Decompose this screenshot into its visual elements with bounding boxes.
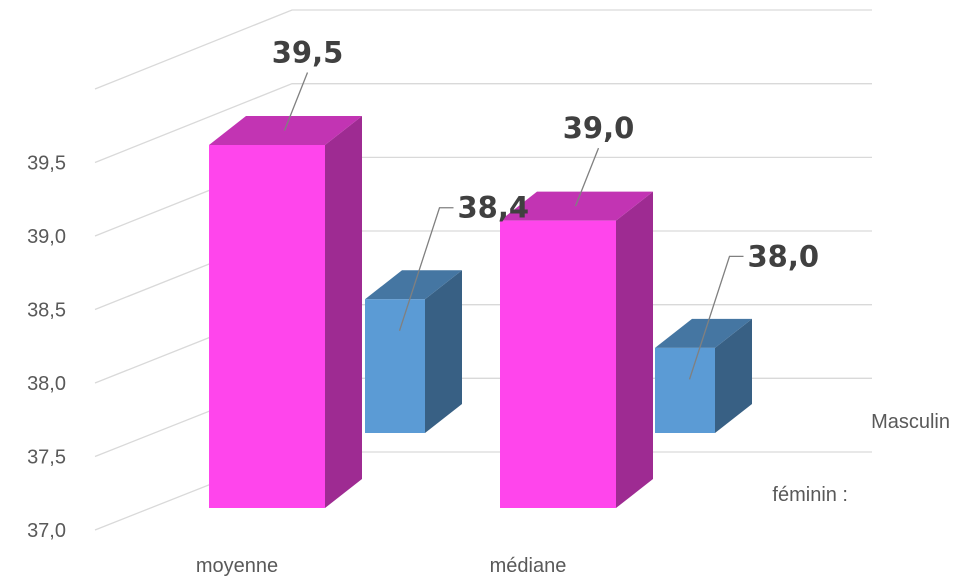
data-label-leader: [398, 207, 454, 331]
data-label-leader: [688, 255, 744, 380]
gridline: [94, 9, 872, 90]
data-label: 38,4: [458, 191, 530, 225]
bars: [209, 116, 752, 508]
y-tick-label: 39,0: [27, 226, 66, 248]
gridline: [94, 83, 872, 164]
bar-masculin: [365, 299, 425, 433]
data-label: 39,0: [563, 111, 635, 145]
category-labels: moyenne médiane: [196, 555, 567, 577]
data-label: 38,0: [748, 239, 820, 273]
y-tick-label: 37,5: [27, 447, 66, 469]
bar-feminin-top: [209, 116, 362, 145]
bar-masculin: [655, 347, 715, 433]
category-label: médiane: [490, 555, 567, 577]
data-labels: 39,5 38,4 39,0 38,0: [272, 36, 819, 380]
series-label-feminin: féminin :: [772, 484, 848, 506]
bar-feminin: [500, 220, 616, 508]
y-tick-label: 39,5: [27, 153, 66, 175]
bar-masculin-top: [365, 270, 462, 300]
bar-feminin-top: [500, 191, 653, 221]
bar-feminin-side: [616, 191, 653, 508]
data-label: 39,5: [272, 36, 344, 70]
bar-masculin-side: [715, 318, 752, 433]
data-label-leader: [283, 72, 309, 131]
series-labels: Masculin féminin :: [772, 411, 950, 506]
bar-feminin: [209, 145, 325, 508]
y-tick-label: 37,0: [27, 520, 66, 542]
data-label-leader: [574, 147, 600, 207]
y-tick-label: 38,5: [27, 300, 66, 322]
y-tick-label: 38,0: [27, 373, 66, 395]
series-label-masculin: Masculin: [871, 411, 950, 433]
category-label: moyenne: [196, 555, 278, 577]
y-axis-tick-labels: 37,0 37,5 38,0 38,5 39,0 39,5: [27, 153, 66, 543]
bar-feminin-side: [325, 116, 362, 508]
bar-masculin-side: [425, 270, 462, 433]
bar-masculin-top: [655, 318, 752, 348]
